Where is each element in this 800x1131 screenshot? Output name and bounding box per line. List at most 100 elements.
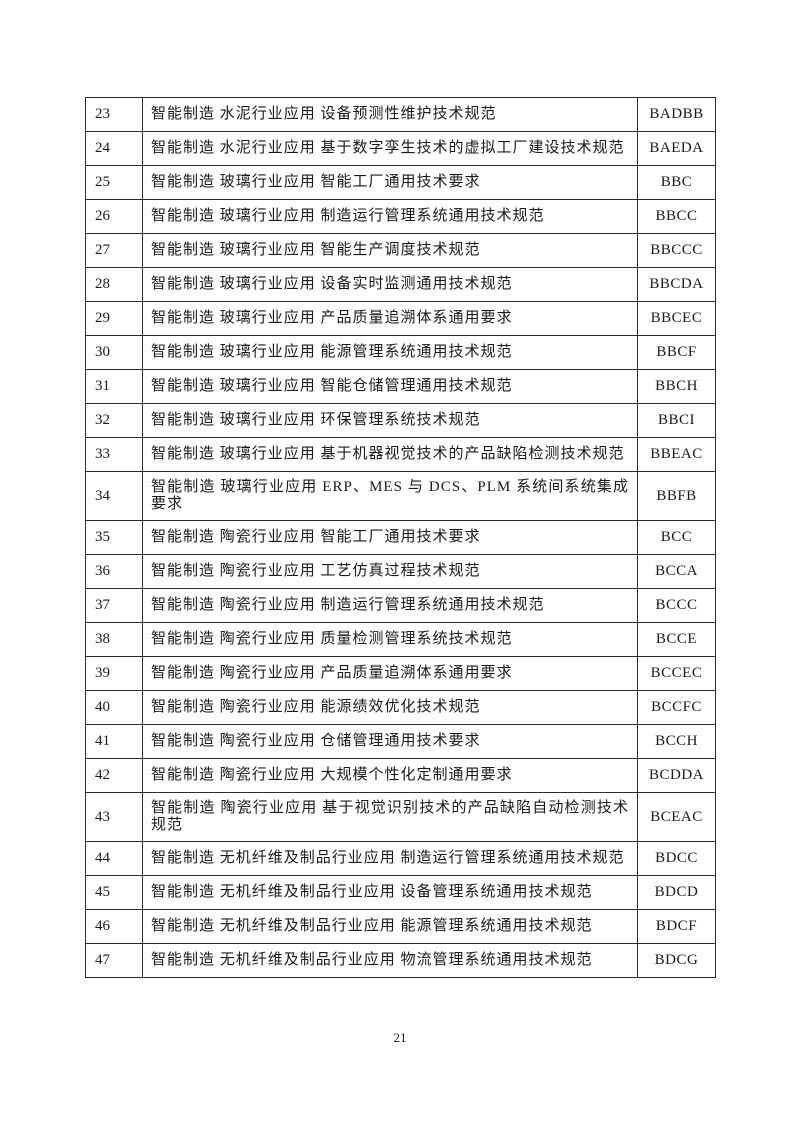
row-standard-title: 智能制造 玻璃行业应用 智能仓储管理通用技术规范 <box>142 369 638 404</box>
row-standard-code: BBEAC <box>637 437 716 472</box>
table-row: 31 智能制造 玻璃行业应用 智能仓储管理通用技术规范 BBCH <box>85 369 716 404</box>
row-standard-title: 智能制造 陶瓷行业应用 基于视觉识别技术的产品缺陷自动检测技术规范 <box>142 792 638 842</box>
table-row: 34 智能制造 玻璃行业应用 ERP、MES 与 DCS、PLM 系统间系统集成… <box>85 471 716 521</box>
row-standard-title: 智能制造 玻璃行业应用 设备实时监测通用技术规范 <box>142 267 638 302</box>
row-serial-number: 43 <box>85 792 143 842</box>
row-standard-title: 智能制造 玻璃行业应用 能源管理系统通用技术规范 <box>142 335 638 370</box>
row-standard-code: BBCF <box>637 335 716 370</box>
row-serial-number: 40 <box>85 690 143 725</box>
row-standard-title: 智能制造 无机纤维及制品行业应用 能源管理系统通用技术规范 <box>142 909 638 944</box>
row-serial-number: 47 <box>85 943 143 978</box>
row-serial-number: 23 <box>85 97 143 132</box>
row-standard-title: 智能制造 玻璃行业应用 环保管理系统技术规范 <box>142 403 638 438</box>
row-serial-number: 32 <box>85 403 143 438</box>
row-standard-title: 智能制造 玻璃行业应用 智能生产调度技术规范 <box>142 233 638 268</box>
row-serial-number: 38 <box>85 622 143 657</box>
row-standard-code: BCEAC <box>637 792 716 842</box>
table-row: 28 智能制造 玻璃行业应用 设备实时监测通用技术规范 BBCDA <box>85 267 716 302</box>
row-standard-code: BBCCC <box>637 233 716 268</box>
row-standard-code: BBFB <box>637 471 716 521</box>
row-serial-number: 39 <box>85 656 143 691</box>
row-standard-code: BAEDA <box>637 131 716 166</box>
row-serial-number: 27 <box>85 233 143 268</box>
row-standard-title: 智能制造 陶瓷行业应用 大规模个性化定制通用要求 <box>142 758 638 793</box>
row-serial-number: 25 <box>85 165 143 200</box>
table-row: 30 智能制造 玻璃行业应用 能源管理系统通用技术规范 BBCF <box>85 335 716 370</box>
row-standard-code: BCCA <box>637 554 716 589</box>
row-standard-code: BCC <box>637 520 716 555</box>
row-standard-code: BDCC <box>637 841 716 876</box>
row-serial-number: 45 <box>85 875 143 910</box>
table-row: 42 智能制造 陶瓷行业应用 大规模个性化定制通用要求 BCDDA <box>85 758 716 793</box>
row-standard-title: 智能制造 陶瓷行业应用 仓储管理通用技术要求 <box>142 724 638 759</box>
row-standard-code: BCCH <box>637 724 716 759</box>
row-serial-number: 33 <box>85 437 143 472</box>
table-row: 33 智能制造 玻璃行业应用 基于机器视觉技术的产品缺陷检测技术规范 BBEAC <box>85 437 716 472</box>
row-serial-number: 35 <box>85 520 143 555</box>
row-serial-number: 37 <box>85 588 143 623</box>
row-standard-title: 智能制造 无机纤维及制品行业应用 制造运行管理系统通用技术规范 <box>142 841 638 876</box>
row-standard-title: 智能制造 玻璃行业应用 ERP、MES 与 DCS、PLM 系统间系统集成要求 <box>142 471 638 521</box>
table-row: 24 智能制造 水泥行业应用 基于数字孪生技术的虚拟工厂建设技术规范 BAEDA <box>85 131 716 166</box>
row-standard-title: 智能制造 水泥行业应用 设备预测性维护技术规范 <box>142 97 638 132</box>
row-standard-title: 智能制造 水泥行业应用 基于数字孪生技术的虚拟工厂建设技术规范 <box>142 131 638 166</box>
row-serial-number: 46 <box>85 909 143 944</box>
table-row: 29 智能制造 玻璃行业应用 产品质量追溯体系通用要求 BBCEC <box>85 301 716 336</box>
row-standard-title: 智能制造 玻璃行业应用 制造运行管理系统通用技术规范 <box>142 199 638 234</box>
row-standard-code: BCCFC <box>637 690 716 725</box>
row-standard-code: BCCC <box>637 588 716 623</box>
table-row: 45 智能制造 无机纤维及制品行业应用 设备管理系统通用技术规范 BDCD <box>85 875 716 910</box>
row-serial-number: 26 <box>85 199 143 234</box>
row-standard-title: 智能制造 陶瓷行业应用 工艺仿真过程技术规范 <box>142 554 638 589</box>
row-standard-title: 智能制造 玻璃行业应用 基于机器视觉技术的产品缺陷检测技术规范 <box>142 437 638 472</box>
row-serial-number: 24 <box>85 131 143 166</box>
row-standard-title: 智能制造 玻璃行业应用 产品质量追溯体系通用要求 <box>142 301 638 336</box>
table-row: 23 智能制造 水泥行业应用 设备预测性维护技术规范 BADBB <box>85 97 716 132</box>
table-row: 36 智能制造 陶瓷行业应用 工艺仿真过程技术规范 BCCA <box>85 554 716 589</box>
table-row: 47 智能制造 无机纤维及制品行业应用 物流管理系统通用技术规范 BDCG <box>85 943 716 978</box>
table-row: 41 智能制造 陶瓷行业应用 仓储管理通用技术要求 BCCH <box>85 724 716 759</box>
row-standard-code: BDCF <box>637 909 716 944</box>
row-serial-number: 34 <box>85 471 143 521</box>
table-row: 37 智能制造 陶瓷行业应用 制造运行管理系统通用技术规范 BCCC <box>85 588 716 623</box>
row-standard-title: 智能制造 陶瓷行业应用 产品质量追溯体系通用要求 <box>142 656 638 691</box>
row-serial-number: 31 <box>85 369 143 404</box>
row-serial-number: 30 <box>85 335 143 370</box>
row-standard-code: BBCEC <box>637 301 716 336</box>
table-row: 32 智能制造 玻璃行业应用 环保管理系统技术规范 BBCI <box>85 403 716 438</box>
row-standard-title: 智能制造 玻璃行业应用 智能工厂通用技术要求 <box>142 165 638 200</box>
row-standard-code: BCCEC <box>637 656 716 691</box>
row-standard-code: BBCI <box>637 403 716 438</box>
row-serial-number: 44 <box>85 841 143 876</box>
table-row: 40 智能制造 陶瓷行业应用 能源绩效优化技术规范 BCCFC <box>85 690 716 725</box>
row-serial-number: 41 <box>85 724 143 759</box>
table-row: 25 智能制造 玻璃行业应用 智能工厂通用技术要求 BBC <box>85 165 716 200</box>
row-serial-number: 42 <box>85 758 143 793</box>
row-standard-code: BCCE <box>637 622 716 657</box>
table-row: 39 智能制造 陶瓷行业应用 产品质量追溯体系通用要求 BCCEC <box>85 656 716 691</box>
table-row: 43 智能制造 陶瓷行业应用 基于视觉识别技术的产品缺陷自动检测技术规范 BCE… <box>85 792 716 842</box>
table-row: 35 智能制造 陶瓷行业应用 智能工厂通用技术要求 BCC <box>85 520 716 555</box>
row-serial-number: 29 <box>85 301 143 336</box>
table-row: 27 智能制造 玻璃行业应用 智能生产调度技术规范 BBCCC <box>85 233 716 268</box>
table-row: 26 智能制造 玻璃行业应用 制造运行管理系统通用技术规范 BBCC <box>85 199 716 234</box>
standards-table-body: 23 智能制造 水泥行业应用 设备预测性维护技术规范 BADBB 24 智能制造… <box>85 97 716 978</box>
row-standard-title: 智能制造 无机纤维及制品行业应用 物流管理系统通用技术规范 <box>142 943 638 978</box>
table-row: 44 智能制造 无机纤维及制品行业应用 制造运行管理系统通用技术规范 BDCC <box>85 841 716 876</box>
standards-table: 23 智能制造 水泥行业应用 设备预测性维护技术规范 BADBB 24 智能制造… <box>85 97 716 978</box>
table-row: 46 智能制造 无机纤维及制品行业应用 能源管理系统通用技术规范 BDCF <box>85 909 716 944</box>
row-standard-code: BDCG <box>637 943 716 978</box>
row-standard-title: 智能制造 无机纤维及制品行业应用 设备管理系统通用技术规范 <box>142 875 638 910</box>
row-standard-code: BCDDA <box>637 758 716 793</box>
row-serial-number: 28 <box>85 267 143 302</box>
row-standard-title: 智能制造 陶瓷行业应用 智能工厂通用技术要求 <box>142 520 638 555</box>
row-standard-title: 智能制造 陶瓷行业应用 能源绩效优化技术规范 <box>142 690 638 725</box>
row-standard-code: BBCC <box>637 199 716 234</box>
row-standard-code: BBCDA <box>637 267 716 302</box>
row-serial-number: 36 <box>85 554 143 589</box>
row-standard-code: BBC <box>637 165 716 200</box>
row-standard-code: BADBB <box>637 97 716 132</box>
row-standard-code: BDCD <box>637 875 716 910</box>
table-row: 38 智能制造 陶瓷行业应用 质量检测管理系统技术规范 BCCE <box>85 622 716 657</box>
